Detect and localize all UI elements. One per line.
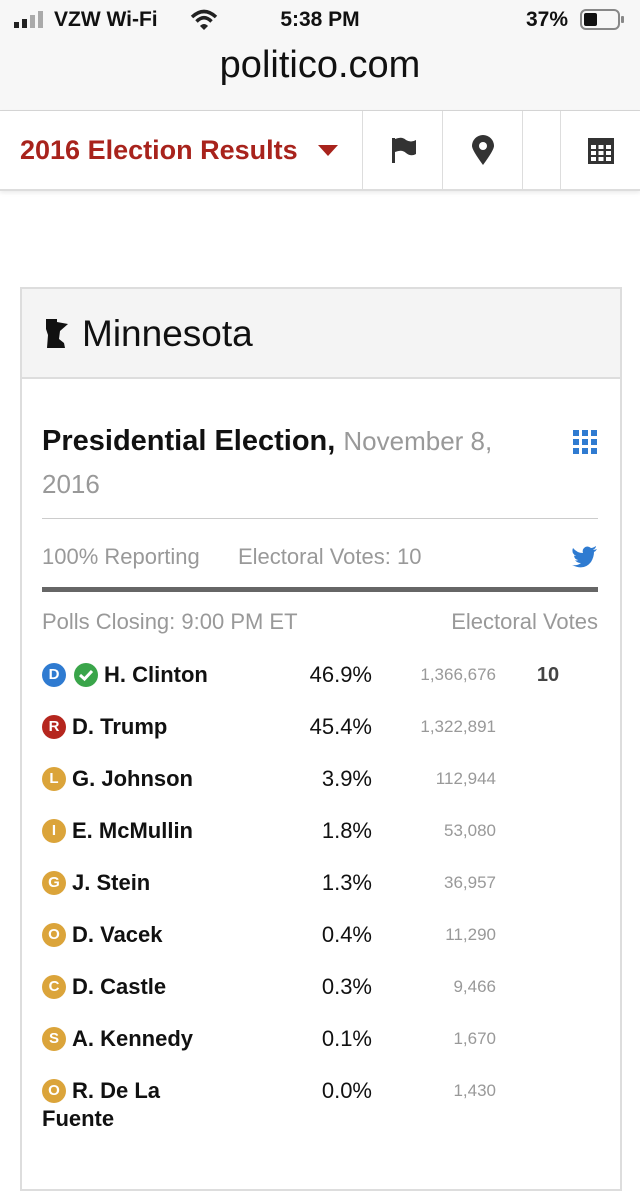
battery-icon — [580, 9, 624, 30]
candidate-name: E. McMullin — [72, 818, 193, 843]
party-badge: C — [42, 975, 66, 999]
vote-percent: 1.8% — [321, 818, 372, 843]
location-button[interactable] — [442, 111, 523, 189]
dropdown-arrow[interactable] — [318, 145, 338, 157]
candidate-name: J. Stein — [72, 870, 151, 895]
candidate-row: L G. Johnson 3.9% 112,944 — [0, 765, 640, 817]
candidate-row: G J. Stein 1.3% 36,957 — [0, 869, 640, 921]
electoral-count: 10 — [536, 664, 560, 686]
vote-percent: 0.4% — [321, 922, 372, 947]
state-shape — [46, 319, 68, 348]
candidate-name: D. Castle — [72, 974, 167, 999]
vote-count: 9,466 — [453, 977, 496, 996]
vote-count: 1,366,676 — [420, 665, 496, 684]
candidate-row: I E. McMullin 1.8% 53,080 — [0, 817, 640, 869]
candidate-row: C D. Castle 0.3% 9,466 — [0, 973, 640, 1025]
divider — [42, 518, 598, 519]
pin-icon — [472, 135, 494, 165]
grid-icon[interactable] — [573, 430, 599, 456]
candidate-row: R D. Trump 45.4% 1,322,891 — [0, 713, 640, 765]
vote-percent: 0.3% — [321, 974, 372, 999]
vote-count: 1,670 — [453, 1029, 496, 1048]
state-header: Minnesota — [22, 289, 620, 379]
winner-check — [74, 663, 98, 687]
party-badge: I — [42, 819, 66, 843]
candidate-row: D H. Clinton 46.9% 1,366,676 10 — [0, 661, 640, 713]
party-badge: O — [42, 923, 66, 947]
candidate-row: O R. De La Fuente 0.0% 1,430 — [0, 1077, 640, 1131]
vote-percent: 3.9% — [321, 766, 372, 791]
vote-percent: 1.3% — [321, 870, 372, 895]
race-title: Presidential Election, — [42, 425, 336, 457]
wifi-icon — [190, 9, 218, 30]
race-date: November 8, 2016 — [42, 426, 493, 499]
calendar-icon — [588, 138, 614, 164]
polls-closing: Polls Closing: 9:00 PM ET — [42, 609, 298, 634]
calendar-button[interactable] — [560, 111, 640, 189]
twitter-icon[interactable] — [572, 546, 598, 568]
vote-count: 1,430 — [453, 1081, 496, 1100]
vote-percent: 0.0% — [321, 1078, 372, 1103]
vote-count: 11,290 — [445, 925, 496, 944]
candidate-name: G. Johnson — [72, 766, 193, 791]
vote-percent: 46.9% — [309, 662, 372, 687]
reporting: 100% Reporting — [42, 544, 200, 569]
vote-count: 53,080 — [444, 821, 496, 840]
candidate-name: A. Kennedy — [72, 1026, 194, 1051]
nav-title[interactable]: 2016 Election Results — [20, 135, 298, 165]
ev-header: Electoral Votes — [451, 609, 598, 634]
signal-icon — [14, 11, 43, 28]
electoral-votes: Electoral Votes: 10 — [238, 544, 422, 569]
check-icon — [79, 669, 94, 682]
candidate-name: D. Trump — [72, 714, 168, 739]
vote-percent: 45.4% — [309, 714, 372, 739]
party-badge: L — [42, 767, 66, 791]
candidate-row: S A. Kennedy 0.1% 1,670 — [0, 1025, 640, 1077]
thick-divider — [42, 587, 598, 592]
race-heading: Presidential Election, November 8, 2016 — [42, 420, 522, 506]
url[interactable]: politico.com — [219, 44, 421, 86]
party-badge: S — [42, 1027, 66, 1051]
candidate-name: H. Clinton — [104, 662, 208, 687]
vote-percent: 0.1% — [321, 1026, 372, 1051]
flag-button[interactable] — [362, 111, 443, 189]
browser-header: VZW Wi-Fi 5:38 PM 37% politico.com — [0, 0, 640, 111]
battery-percent: 37% — [526, 8, 569, 31]
flag-icon — [392, 137, 416, 163]
party-badge: O — [42, 1079, 66, 1103]
nav-bar: 2016 Election Results — [0, 111, 640, 191]
clock: 5:38 PM — [280, 8, 360, 31]
candidate-name: R. De La Fuente — [42, 1078, 161, 1131]
vote-count: 112,944 — [435, 769, 496, 788]
party-badge: D — [42, 663, 66, 687]
nav-spacer — [522, 111, 561, 189]
state-name: Minnesota — [82, 313, 253, 354]
vote-count: 36,957 — [444, 873, 496, 892]
party-badge: R — [42, 715, 66, 739]
candidate-name: D. Vacek — [72, 922, 163, 947]
party-badge: G — [42, 871, 66, 895]
carrier: VZW Wi-Fi — [54, 8, 158, 31]
candidate-row: O D. Vacek 0.4% 11,290 — [0, 921, 640, 973]
vote-count: 1,322,891 — [420, 717, 496, 736]
